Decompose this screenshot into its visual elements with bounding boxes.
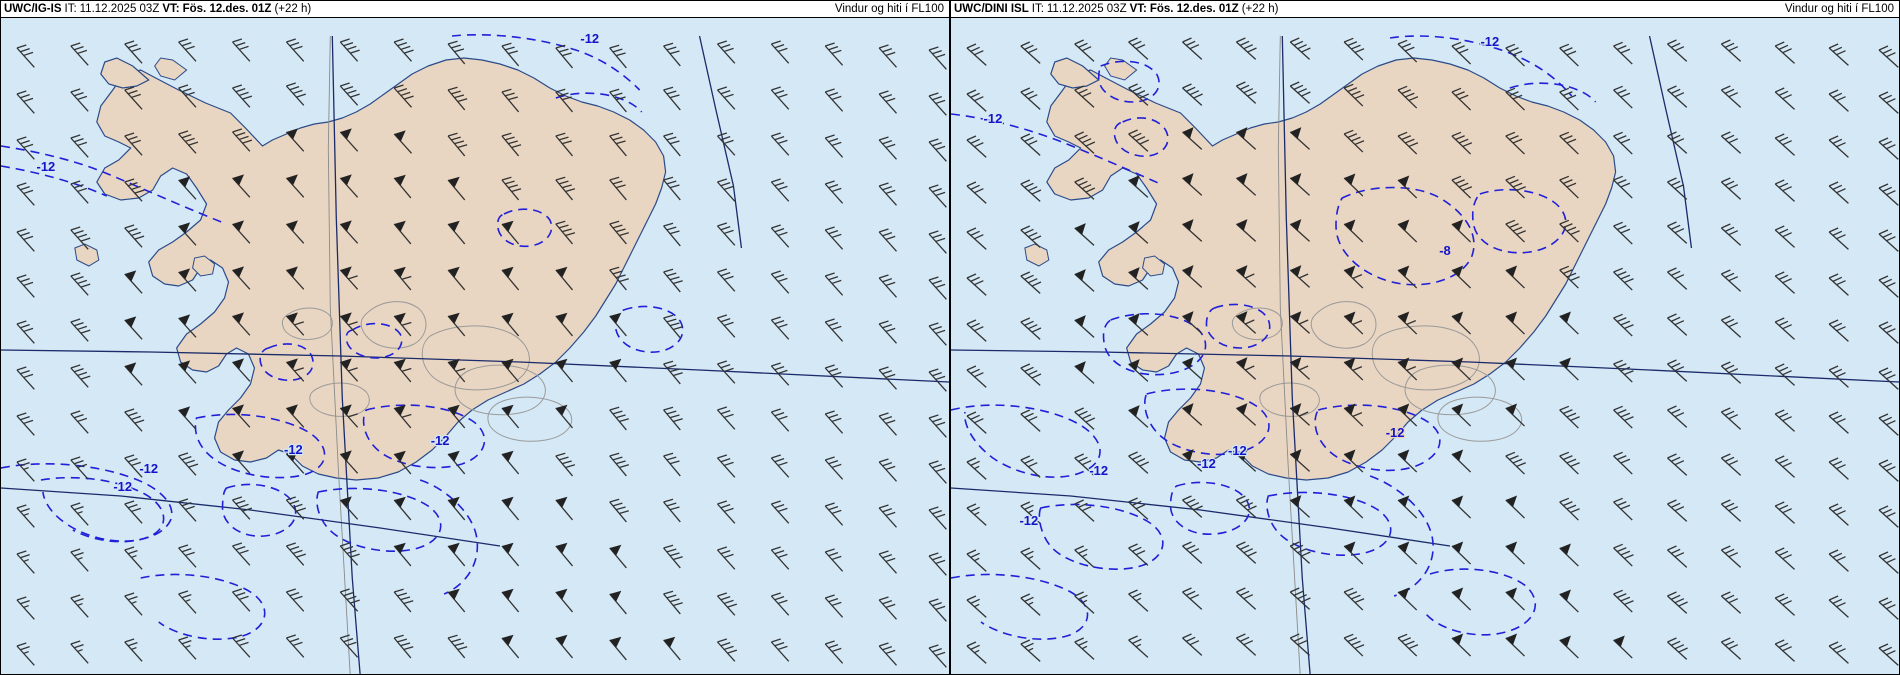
isotherm-contours (1, 34, 684, 640)
panel-right-map: -12 -12 -8 -12 -12 -12 -12 -12 (951, 18, 1899, 674)
panel-right-it-label: IT: (1031, 3, 1044, 15)
panel-right-it-value: 11.12.2025 03Z (1046, 3, 1127, 15)
glacier-outlines (281, 301, 573, 442)
panel-right-header-text: UWC/DINI ISL IT: 11.12.2025 03Z VT: Fös.… (954, 3, 1278, 15)
isotherm-label: -12 (1228, 443, 1247, 458)
panel-left-it-value: 11.12.2025 03Z (79, 3, 160, 15)
isotherm-contours (951, 35, 1597, 640)
isotherm-label: -12 (37, 159, 56, 174)
isotherm-label: -12 (1019, 513, 1038, 528)
panel-left-it-label: IT: (64, 3, 77, 15)
panel-right-vt-value: Fös. 12.des. 01Z (1149, 3, 1239, 15)
panel-left-header-text: UWC/IG-IS IT: 11.12.2025 03Z VT: Fös. 12… (4, 3, 311, 15)
isotherm-label: -12 (580, 31, 599, 46)
isotherm-label-group-right: -12 -12 -8 -12 -12 -12 -12 -12 (982, 33, 1500, 530)
panel-right-uwc-dini-isl: UWC/DINI ISL IT: 11.12.2025 03Z VT: Fös.… (950, 0, 1900, 675)
isotherm-label: -12 (984, 111, 1003, 126)
panel-left-uwc-ig-is: UWC/IG-IS IT: 11.12.2025 03Z VT: Fös. 12… (0, 0, 950, 675)
panel-right-corner-title: Vindur og hiti í FL100 (1784, 3, 1894, 15)
isotherm-label: -12 (1480, 34, 1499, 49)
isotherm-label: -8 (1439, 243, 1451, 258)
panel-right-lead-time: (+22 h) (1241, 3, 1279, 15)
isotherm-label: -12 (113, 479, 132, 494)
panel-left-model-name: UWC/IG-IS (4, 3, 62, 15)
isotherm-label: -12 (1089, 463, 1108, 478)
panel-right-vt-label: VT: (1129, 3, 1147, 15)
isotherm-label: -12 (1197, 456, 1216, 471)
isotherm-label: -12 (431, 433, 450, 448)
isotherm-label: -12 (139, 461, 158, 476)
isotherm-label: -12 (284, 442, 303, 457)
graticule-lines (1277, 35, 1301, 674)
isotherm-label-group-left: -12 -12 -12 -12 -12 -12 (35, 30, 600, 496)
flight-route-lines (1, 35, 949, 674)
panel-left-header: UWC/IG-IS IT: 11.12.2025 03Z VT: Fös. 12… (1, 1, 949, 18)
flight-route-lines (951, 35, 1899, 674)
panel-left-map: -12 -12 -12 -12 -12 -12 (1, 18, 949, 674)
graticule-lines (327, 35, 351, 674)
panel-left-vt-value: Fös. 12.des. 01Z (182, 3, 272, 15)
panel-left-vt-label: VT: (162, 3, 180, 15)
panel-right-model-name: UWC/DINI ISL (954, 3, 1029, 15)
panel-left-lead-time: (+22 h) (274, 3, 312, 15)
panel-right-header: UWC/DINI ISL IT: 11.12.2025 03Z VT: Fös.… (951, 1, 1899, 18)
isotherm-label: -12 (1386, 425, 1405, 440)
panel-left-corner-title: Vindur og hiti í FL100 (834, 3, 944, 15)
